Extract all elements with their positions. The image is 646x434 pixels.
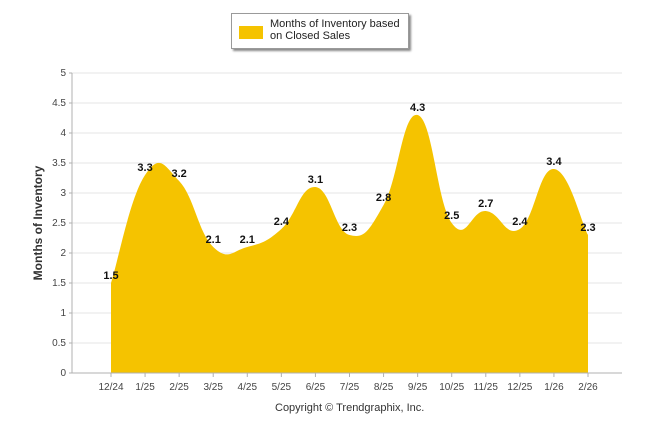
data-label: 3.3	[137, 162, 152, 174]
y-tick-label: 4	[60, 128, 66, 139]
x-tick-label: 11/25	[474, 382, 499, 393]
legend: Months of Inventory based on Closed Sale…	[231, 13, 409, 49]
x-tick-label: 12/24	[98, 382, 123, 393]
x-tick-label: 5/25	[272, 382, 292, 393]
x-tick-label: 1/26	[544, 382, 564, 393]
y-tick-label: 0.5	[52, 338, 66, 349]
data-label: 4.3	[410, 102, 425, 114]
y-tick-label: 5	[60, 68, 66, 79]
data-label: 3.2	[171, 168, 186, 180]
x-tick-label: 10/25	[439, 382, 464, 393]
data-label: 2.3	[342, 222, 357, 234]
data-label: 1.5	[103, 270, 118, 282]
x-tick-label: 12/25	[507, 382, 532, 393]
area-fill	[111, 114, 588, 373]
y-tick-label: 4.5	[52, 98, 66, 109]
data-label: 2.3	[580, 222, 595, 234]
y-tick-labels: 0 0.5 1 1.5 2 2.5 3 3.5 4 4.5 5	[52, 68, 66, 379]
legend-swatch	[239, 26, 263, 39]
x-tick-labels: 12/24 1/25 2/25 3/25 4/25 5/25 6/25 7/25 8/25 9/2…	[98, 382, 598, 393]
y-tick-label: 3.5	[52, 158, 66, 169]
x-tick-label: 9/25	[408, 382, 428, 393]
x-tick-label: 1/25	[135, 382, 155, 393]
data-label: 2.1	[206, 234, 221, 246]
y-tick-label: 0	[60, 368, 66, 379]
x-tick-label: 2/25	[169, 382, 189, 393]
y-tick-label: 1	[60, 308, 66, 319]
legend-label: Months of Inventory based on Closed Sale…	[270, 18, 400, 42]
data-label: 2.4	[274, 216, 290, 228]
y-tick-label: 2.5	[52, 218, 66, 229]
y-axis-title: Months of Inventory	[31, 165, 45, 280]
x-tick-label: 4/25	[238, 382, 258, 393]
data-label: 2.4	[512, 216, 528, 228]
data-label: 3.1	[308, 174, 323, 186]
x-tick-label: 3/25	[203, 382, 223, 393]
y-tick-label: 1.5	[52, 278, 66, 289]
data-labels: 1.5 3.3 3.2 2.1 2.1 2.4 3.1 2.3 2.8 4.3 2.5 2.7 2.4 3…	[103, 102, 595, 282]
x-tick-label: 6/25	[306, 382, 326, 393]
y-tick-label: 3	[60, 188, 66, 199]
area-series	[111, 114, 588, 373]
data-label: 2.5	[444, 210, 459, 222]
data-label: 2.7	[478, 198, 493, 210]
data-label: 3.4	[546, 156, 562, 168]
x-tick-label: 2/26	[578, 382, 598, 393]
data-label: 2.8	[376, 192, 391, 204]
x-tick-label: 7/25	[340, 382, 360, 393]
x-tick-label: 8/25	[374, 382, 394, 393]
axes	[69, 72, 622, 377]
y-tick-label: 2	[60, 248, 66, 259]
data-label: 2.1	[240, 234, 255, 246]
